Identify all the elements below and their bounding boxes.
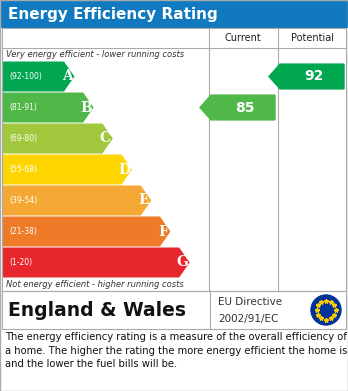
Text: C: C	[100, 131, 111, 145]
Text: F: F	[159, 224, 168, 239]
Polygon shape	[3, 155, 131, 184]
Polygon shape	[3, 124, 112, 153]
Polygon shape	[3, 62, 73, 91]
Text: (81-91): (81-91)	[9, 103, 37, 112]
Text: (92-100): (92-100)	[9, 72, 42, 81]
Bar	[0, 291, 348, 329]
Circle shape	[311, 295, 341, 325]
Text: (1-20): (1-20)	[9, 258, 32, 267]
Text: Very energy efficient - lower running costs: Very energy efficient - lower running co…	[6, 50, 184, 59]
Text: Not energy efficient - higher running costs: Not energy efficient - higher running co…	[6, 280, 184, 289]
Text: England & Wales: England & Wales	[8, 301, 186, 319]
Text: The energy efficiency rating is a measure of the overall efficiency of a home. T: The energy efficiency rating is a measur…	[5, 332, 347, 369]
Text: (39-54): (39-54)	[9, 196, 37, 205]
Text: G: G	[176, 255, 188, 269]
Text: EU Directive: EU Directive	[218, 297, 282, 307]
Polygon shape	[269, 64, 344, 89]
Polygon shape	[3, 186, 150, 215]
Bar	[0, 0, 348, 28]
Bar	[2, 28, 346, 291]
Text: Current: Current	[224, 33, 261, 43]
Text: 85: 85	[235, 100, 255, 115]
Polygon shape	[3, 93, 93, 122]
Polygon shape	[200, 95, 275, 120]
Text: (69-80): (69-80)	[9, 134, 37, 143]
Bar	[2, 28, 346, 48]
Text: E: E	[139, 194, 149, 208]
Polygon shape	[3, 248, 189, 277]
Text: B: B	[80, 100, 92, 115]
Text: 2002/91/EC: 2002/91/EC	[218, 314, 278, 324]
Text: D: D	[118, 163, 130, 176]
Text: (21-38): (21-38)	[9, 227, 37, 236]
Text: (55-68): (55-68)	[9, 165, 37, 174]
Text: 92: 92	[304, 70, 324, 84]
Text: A: A	[62, 70, 73, 84]
Text: Potential: Potential	[291, 33, 333, 43]
Text: Energy Efficiency Rating: Energy Efficiency Rating	[8, 7, 218, 22]
Polygon shape	[3, 217, 169, 246]
